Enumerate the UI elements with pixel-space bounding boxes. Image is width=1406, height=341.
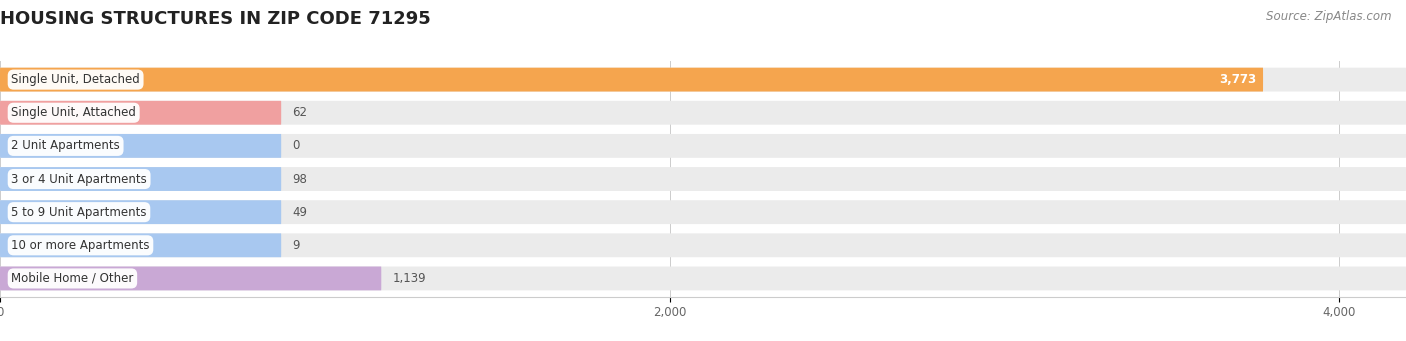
Text: 3 or 4 Unit Apartments: 3 or 4 Unit Apartments — [11, 173, 148, 186]
Text: 1,139: 1,139 — [392, 272, 426, 285]
Text: Single Unit, Attached: Single Unit, Attached — [11, 106, 136, 119]
FancyBboxPatch shape — [0, 134, 1406, 158]
FancyBboxPatch shape — [0, 200, 281, 224]
FancyBboxPatch shape — [0, 200, 1406, 224]
Text: Source: ZipAtlas.com: Source: ZipAtlas.com — [1267, 10, 1392, 23]
FancyBboxPatch shape — [0, 167, 281, 191]
FancyBboxPatch shape — [0, 233, 281, 257]
FancyBboxPatch shape — [0, 167, 1406, 191]
Text: Mobile Home / Other: Mobile Home / Other — [11, 272, 134, 285]
Text: 49: 49 — [292, 206, 308, 219]
Text: 98: 98 — [292, 173, 308, 186]
FancyBboxPatch shape — [0, 267, 381, 291]
Text: 62: 62 — [292, 106, 308, 119]
Text: 3,773: 3,773 — [1219, 73, 1256, 86]
FancyBboxPatch shape — [0, 101, 1406, 125]
Text: 2 Unit Apartments: 2 Unit Apartments — [11, 139, 120, 152]
Text: Single Unit, Detached: Single Unit, Detached — [11, 73, 141, 86]
FancyBboxPatch shape — [0, 68, 1406, 91]
Text: 10 or more Apartments: 10 or more Apartments — [11, 239, 150, 252]
FancyBboxPatch shape — [0, 134, 281, 158]
FancyBboxPatch shape — [0, 68, 1263, 91]
FancyBboxPatch shape — [0, 101, 281, 125]
Text: 5 to 9 Unit Apartments: 5 to 9 Unit Apartments — [11, 206, 146, 219]
FancyBboxPatch shape — [0, 233, 1406, 257]
FancyBboxPatch shape — [0, 267, 1406, 291]
Text: 0: 0 — [292, 139, 299, 152]
Text: HOUSING STRUCTURES IN ZIP CODE 71295: HOUSING STRUCTURES IN ZIP CODE 71295 — [0, 10, 430, 28]
Text: 9: 9 — [292, 239, 299, 252]
